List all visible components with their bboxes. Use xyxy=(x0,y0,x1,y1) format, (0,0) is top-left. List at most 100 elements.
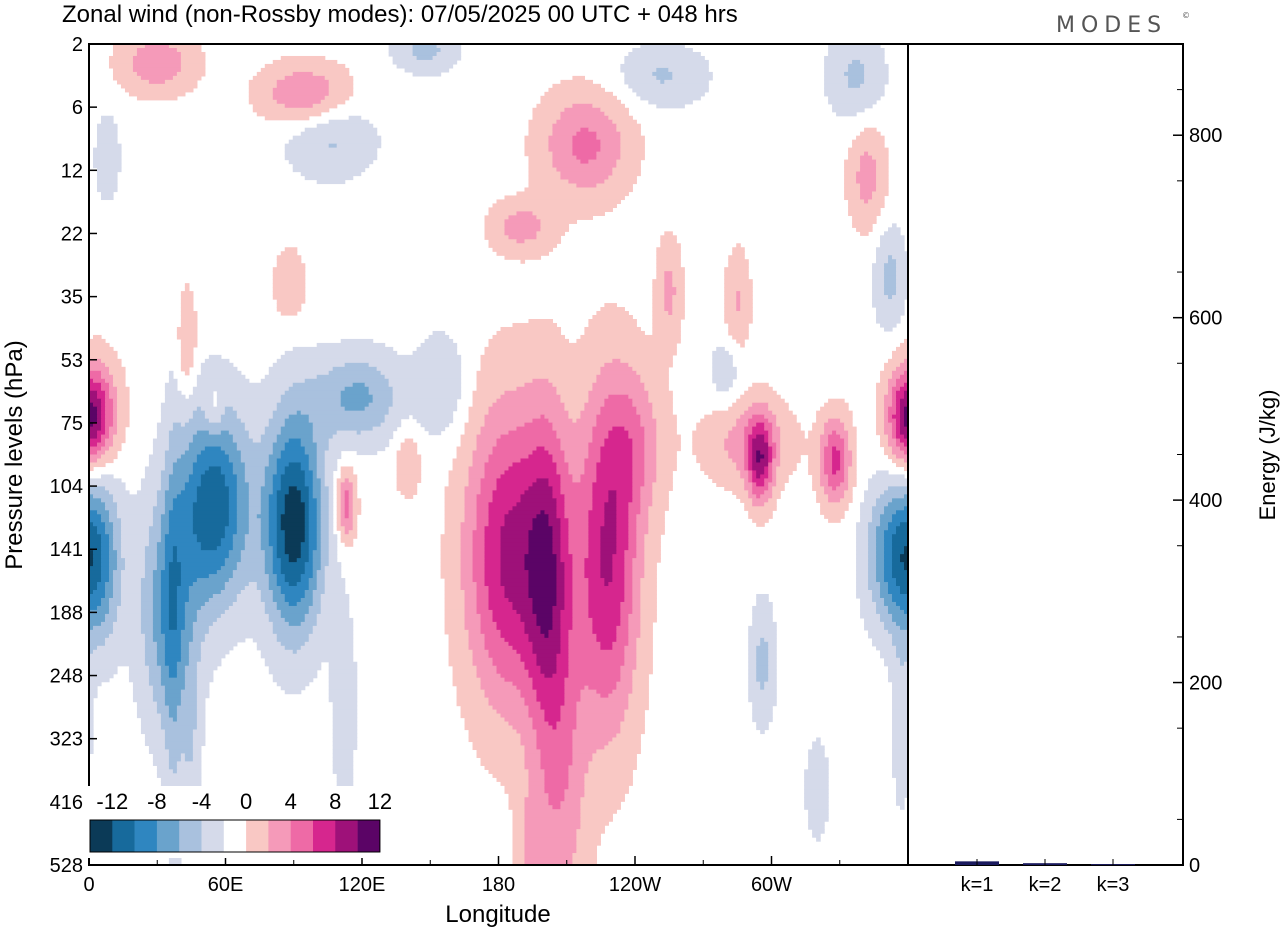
contour-cell xyxy=(524,757,542,762)
contour-cell xyxy=(520,494,554,499)
contour-cell xyxy=(560,171,613,177)
contour-cell xyxy=(340,490,346,495)
contour-cell xyxy=(328,673,358,679)
contour-cell xyxy=(160,629,182,635)
contour-cell xyxy=(536,693,566,699)
colorbar-label: 12 xyxy=(368,789,392,814)
contour-cell xyxy=(564,566,574,571)
contour-cell xyxy=(89,657,146,663)
contour-cell xyxy=(624,709,645,715)
contour-cell xyxy=(572,147,601,153)
contour-cell xyxy=(604,362,629,368)
contour-cell xyxy=(304,482,314,487)
contour-cell xyxy=(276,534,286,539)
contour-cell xyxy=(128,91,186,97)
contour-cell xyxy=(244,466,266,472)
contour-cell xyxy=(472,661,494,667)
contour-cell xyxy=(184,605,202,611)
contour-cell xyxy=(172,470,194,476)
contour-cell xyxy=(612,358,621,364)
contour-cell xyxy=(892,617,908,623)
contour-cell xyxy=(268,613,282,619)
contour-cell xyxy=(192,462,234,468)
contour-cell xyxy=(320,534,330,539)
contour-cell xyxy=(120,554,146,559)
contour-cell xyxy=(672,307,685,312)
contour-cell xyxy=(756,721,769,727)
contour-cell xyxy=(140,590,154,595)
contour-cell xyxy=(480,482,498,487)
contour-cell xyxy=(640,490,653,495)
contour-cell xyxy=(160,597,170,603)
contour-cell xyxy=(336,526,346,531)
contour-cell xyxy=(724,486,745,491)
contour-cell xyxy=(472,570,486,575)
contour-cell xyxy=(856,582,869,587)
contour-cell xyxy=(536,235,562,240)
contour-cell xyxy=(584,406,601,412)
contour-cell xyxy=(480,486,498,491)
contour-cell xyxy=(776,442,781,448)
contour-cell xyxy=(892,641,908,647)
contour-cell xyxy=(260,486,274,491)
contour-cell xyxy=(664,295,673,300)
contour-cell xyxy=(336,143,382,149)
contour-cell xyxy=(116,426,126,432)
contour-cell xyxy=(636,526,649,531)
contour-cell xyxy=(380,422,402,428)
contour-cell xyxy=(476,597,490,603)
contour-cell xyxy=(464,422,486,428)
contour-cell xyxy=(500,713,530,719)
contour-cell xyxy=(640,498,653,503)
contour-cell xyxy=(628,526,637,531)
contour-cell xyxy=(748,697,777,703)
contour-cell xyxy=(572,757,593,762)
contour-cell xyxy=(108,558,118,563)
contour-cell xyxy=(552,534,562,539)
contour-cell xyxy=(152,629,162,635)
contour-cell xyxy=(152,757,170,762)
contour-cell xyxy=(760,681,765,687)
contour-cell xyxy=(536,661,558,667)
contour-cell xyxy=(716,386,729,392)
contour-cell xyxy=(116,554,122,559)
contour-cell xyxy=(304,474,314,480)
contour-cell xyxy=(160,601,170,607)
contour-cell xyxy=(340,518,354,523)
contour-cell xyxy=(740,307,753,312)
contour-cell xyxy=(144,661,158,667)
contour-cell xyxy=(396,466,422,472)
contour-cell xyxy=(200,450,226,456)
contour-cell xyxy=(508,597,534,603)
contour-cell xyxy=(116,398,130,404)
contour-cell xyxy=(528,633,546,639)
contour-cell xyxy=(116,609,142,615)
contour-cell xyxy=(896,793,908,798)
contour-cell xyxy=(112,574,122,579)
contour-cell xyxy=(480,366,601,372)
contour-cell xyxy=(904,566,908,571)
contour-cell xyxy=(336,506,342,511)
contour-cell xyxy=(176,601,186,607)
contour-cell xyxy=(744,442,749,448)
contour-cell xyxy=(336,518,342,523)
contour-cell xyxy=(640,44,685,49)
contour-cell xyxy=(644,474,657,480)
contour-cell xyxy=(284,151,378,157)
contour-cell xyxy=(284,546,302,551)
contour-cell xyxy=(592,617,621,623)
contour-cell xyxy=(472,550,486,555)
contour-cell xyxy=(344,514,350,519)
contour-cell xyxy=(592,430,609,436)
contour-cell xyxy=(304,127,378,133)
contour-cell xyxy=(772,458,781,464)
contour-cell xyxy=(628,434,645,440)
contour-cell xyxy=(552,159,581,165)
contour-cell xyxy=(108,538,114,543)
contour-cell xyxy=(560,442,589,448)
contour-cell xyxy=(524,837,578,842)
contour-cell xyxy=(112,494,158,499)
contour-cell xyxy=(172,550,178,555)
contour-cell xyxy=(228,498,238,503)
contour-cell xyxy=(884,267,897,272)
